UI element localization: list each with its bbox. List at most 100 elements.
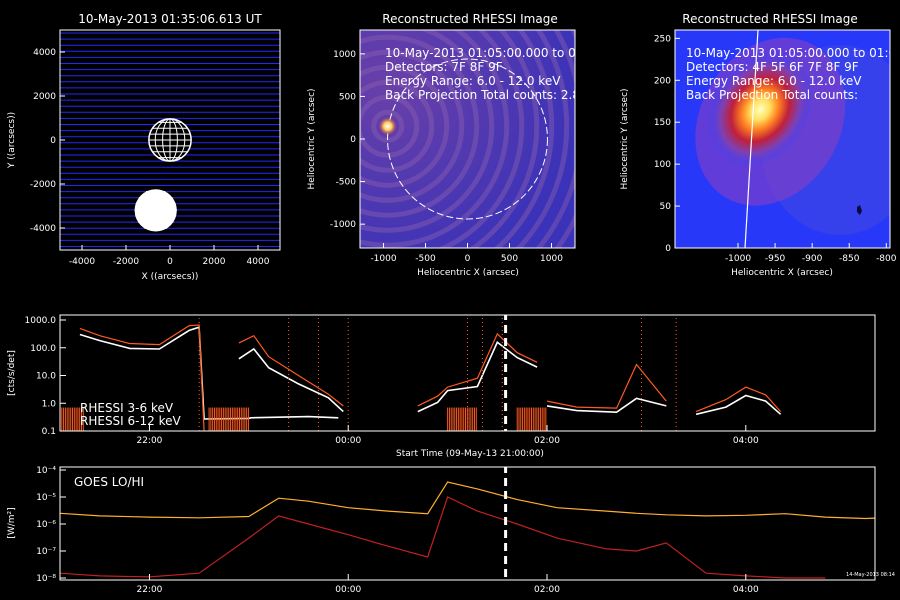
x-tick-label: 22:00 <box>136 436 162 446</box>
sidelobe-ring <box>469 30 540 248</box>
orbit-x-label: X ((arcsecs)) <box>142 272 199 282</box>
x-tick-label: 04:00 <box>733 436 759 446</box>
goes-y-ticks: 10⁻⁸ 10⁻⁷ 10⁻⁶ 10⁻⁵ 10⁻⁴ <box>36 466 66 584</box>
y-tick-label: 500 <box>339 92 356 102</box>
orbit-panel: 10-May-2013 01:35:06.613 UT -4000 -2000 0 2… <box>7 12 281 282</box>
y-tick-label: 10⁻⁸ <box>36 574 56 584</box>
x-tick-label: 0 <box>167 257 173 267</box>
rhessi-image-full: Reconstructed RHESSI Image 10-May-2013 0… <box>307 12 622 278</box>
series-line <box>79 324 205 431</box>
image-zoom-x-label: Heliocentric X (arcsec) <box>731 268 833 278</box>
lightcurve-frame <box>59 314 876 432</box>
y-tick-label: 200 <box>654 76 671 86</box>
x-tick-label: 00:00 <box>335 436 361 446</box>
goes-lightcurve: GOES LO/HI 10⁻⁸ 10⁻⁷ 10⁻⁶ 10⁻⁵ 10⁻⁴ 22:00 00:… <box>7 466 895 595</box>
x-tick-label: -1000 <box>370 254 396 264</box>
image-full-x-label: Heliocentric X (arcsec) <box>417 268 519 278</box>
x-tick-label: -4000 <box>69 257 95 267</box>
plot-timestamp: 14-May-2013 08:14 <box>846 572 895 578</box>
image-full-rings <box>360 30 575 248</box>
x-tick-label: -900 <box>802 254 823 264</box>
flare-source-zoom <box>707 51 814 168</box>
flare-markers <box>198 318 677 431</box>
goes-title: GOES LO/HI <box>74 475 144 489</box>
y-tick-label: 10⁻⁷ <box>36 547 56 557</box>
goes-frame <box>59 466 876 581</box>
sidelobe-ring <box>360 30 495 233</box>
sidelobe-ring <box>515 30 570 248</box>
y-tick-label: 1000 <box>333 50 356 60</box>
info-line: Detectors: 7F 8F 9F <box>385 60 503 74</box>
orbit-y-label: Y ((arcsecs)) <box>7 112 17 169</box>
x-tick-label: 4000 <box>247 257 270 267</box>
info-line: Detectors: 4F 5F 6F 7F 8F 9F <box>686 60 859 74</box>
x-tick-label: -950 <box>765 254 786 264</box>
info-line: Back Projection Total counts: 2.89E+0 <box>385 88 613 102</box>
y-tick-label: -500 <box>336 178 357 188</box>
orbit-x-ticks: -4000 -2000 0 2000 4000 <box>69 245 270 267</box>
sidelobe-ring <box>360 64 450 188</box>
y-tick-label: 1.0 <box>42 399 57 409</box>
lightcurve-x-label: Start Time (09-May-13 21:00:00) <box>396 449 544 459</box>
series-line <box>417 332 538 407</box>
y-tick-label: 10⁻⁵ <box>36 493 56 503</box>
y-tick-label: 0 <box>350 135 356 145</box>
solar-limb <box>387 58 548 220</box>
y-tick-label: 100.0 <box>30 344 56 354</box>
info-line: Energy Range: 6.0 - 12.0 keV <box>686 74 862 88</box>
dark-spot <box>857 205 862 215</box>
x-tick-label: 02:00 <box>534 585 560 595</box>
info-line: Back Projection Total counts: <box>686 88 858 102</box>
y-tick-label: 100 <box>654 160 671 170</box>
y-tick-label: 50 <box>660 202 672 212</box>
goes-series-line <box>60 496 826 579</box>
lightcurve-x-ticks: 22:00 00:00 02:00 04:00 <box>136 425 759 446</box>
y-tick-label: 4000 <box>33 48 56 58</box>
y-tick-label: 10⁻⁴ <box>36 466 56 476</box>
x-tick-label: -800 <box>876 254 897 264</box>
goes-y-label: [W/m²] <box>7 507 17 538</box>
x-tick-label: -500 <box>415 254 436 264</box>
legend-entry: RHESSI 3-6 keV <box>80 401 174 415</box>
image-zoom-x-ticks: -1000 -950 -900 -850 -800 <box>725 243 897 264</box>
y-tick-label: 0.1 <box>42 427 56 437</box>
y-tick-label: 1000.0 <box>25 316 57 326</box>
legend-entry: RHESSI 6-12 keV <box>80 414 181 428</box>
series-line <box>546 363 667 409</box>
image-full-info: 10-May-2013 01:05:00.000 to 01:06:00Dete… <box>385 46 622 102</box>
lightcurve-y-ticks: 0.1 1.0 10.0 100.0 1000.0 <box>25 316 66 437</box>
info-line: 10-May-2013 01:05:00.000 to 01:06:00 <box>385 46 622 60</box>
image-zoom-frame <box>674 29 891 249</box>
x-tick-label: -1000 <box>725 254 751 264</box>
sidelobe-ring <box>360 79 435 173</box>
series-line <box>417 341 538 413</box>
y-tick-label: 150 <box>654 118 671 128</box>
x-tick-label: 1000 <box>540 254 563 264</box>
x-tick-label: 500 <box>501 254 518 264</box>
goes-series <box>60 481 875 579</box>
rhessi-image-zoom: Reconstructed RHESSI Image 10-May-2013 0… <box>620 12 900 278</box>
sidelobe-ring <box>360 30 510 248</box>
earth-globe-icon <box>148 118 192 162</box>
sidelobe-ring <box>437 30 525 248</box>
rhessi-series <box>79 324 782 431</box>
x-tick-label: 22:00 <box>136 585 162 595</box>
image-zoom-y-ticks: 0 50 100 150 200 250 <box>654 34 680 254</box>
x-tick-label: -2000 <box>113 257 139 267</box>
image-zoom-title: Reconstructed RHESSI Image <box>682 12 857 26</box>
sidelobe-ring <box>360 94 420 158</box>
image-full-x-ticks: -1000 -500 0 500 1000 <box>370 243 563 264</box>
sun-orbit-bands <box>134 191 177 229</box>
lightcurve-y-label: [cts/s/det] <box>7 350 17 396</box>
info-line: 10-May-2013 01:05:00.000 to 01:06:00 <box>686 46 900 60</box>
orbit-y-ticks: -4000 -2000 0 2000 4000 <box>30 48 65 234</box>
rhessi-lightcurve: 0.1 1.0 10.0 100.0 1000.0 22:00 00:00 02:00 04:… <box>7 314 876 459</box>
flare-source <box>378 117 397 136</box>
image-full-y-ticks: 1000 500 0 -500 -1000 <box>330 50 365 230</box>
y-tick-label: -2000 <box>30 180 56 190</box>
series-line <box>238 347 344 413</box>
series-line <box>695 394 782 416</box>
y-tick-label: -4000 <box>30 224 56 234</box>
